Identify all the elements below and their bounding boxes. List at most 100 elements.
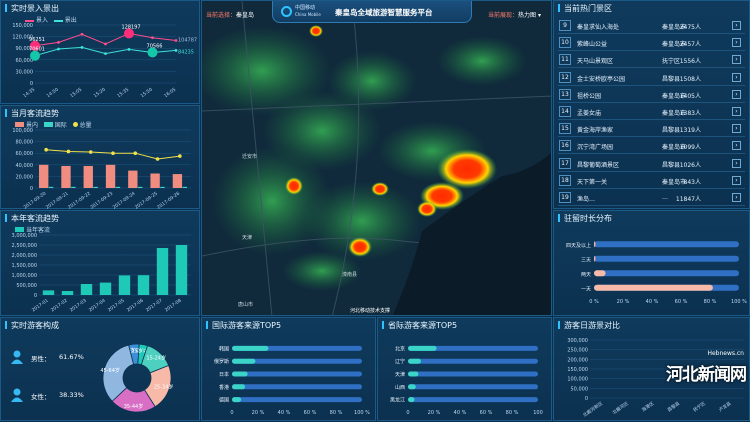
panel-stay-duration: 驻留时长分布 0 % 20 % 40 % 60 % 80 % 100 % 四天及以上 三天 两天…: [553, 210, 750, 316]
bar: [408, 371, 419, 377]
bar: [137, 275, 150, 295]
list-item[interactable]: 16 沉宁湾广场园 秦皇岛市 1099人 ›: [558, 137, 745, 155]
list-item[interactable]: 14 孟姜女庙 秦皇岛市 1383人 ›: [558, 103, 745, 120]
x-tick-label: 60 %: [480, 410, 493, 416]
list-item[interactable]: 15 黄金海岸渔家 昌黎县 1319人 ›: [558, 120, 745, 138]
list-item[interactable]: 19 渔岛… … 11847人 ›: [558, 189, 745, 206]
heatmap[interactable]: [202, 1, 552, 316]
list-item[interactable]: 13 祖桥公园 秦皇岛市 1405人 ›: [558, 86, 745, 103]
hotspot-changli[interactable]: [371, 182, 389, 196]
hotspot-luannan[interactable]: [348, 237, 372, 257]
x-tick-label: 15:05: [69, 87, 83, 99]
y-tick-label: 300,000: [567, 338, 588, 344]
hotspot-tangshan[interactable]: [309, 25, 323, 37]
legend-swatch: [72, 122, 78, 127]
chevron-right-icon[interactable]: ›: [732, 193, 741, 202]
chevron-right-icon[interactable]: ›: [732, 72, 741, 82]
list-item[interactable]: 9 秦皇求仙入海处 秦皇岛市 2475人 ›: [558, 17, 745, 34]
bar: [232, 358, 256, 364]
chevron-right-icon[interactable]: ›: [732, 89, 741, 99]
x-tick-label: 2017-08: [164, 298, 183, 314]
bar: [172, 174, 183, 188]
panel-title: 省际游客来源TOP5: [382, 320, 457, 331]
spot-name: 昌黎葡萄酒景区: [577, 161, 620, 169]
current-selection-label: 当前选择：: [206, 12, 237, 19]
list-item[interactable]: 11 天马山景观区 抚宁区 1556人 ›: [558, 51, 745, 69]
data-point: [174, 49, 178, 52]
bar: [150, 173, 160, 188]
chevron-right-icon[interactable]: ›: [732, 55, 741, 65]
bar-track: [408, 345, 538, 351]
chevron-right-icon[interactable]: ›: [732, 175, 741, 185]
chevron-right-icon[interactable]: ›: [732, 107, 741, 116]
map-panel[interactable]: 中国移动 China Mobile 秦皇岛全域旅游智慧服务平台 当前选择：秦皇岛…: [201, 0, 552, 316]
y-tick-label: 0: [30, 186, 33, 192]
map-label-luannan: 滦南县: [342, 272, 358, 278]
x-tick-label: 2017-06: [126, 298, 145, 314]
x-tick-label: 100 %: [731, 299, 747, 305]
hotspot-qinhuangdao[interactable]: [437, 149, 497, 189]
list-item[interactable]: 12 金士安桥欧亭公园 昌黎县 1508人 ›: [558, 69, 745, 86]
x-tick-label: 2017-09-22: [67, 191, 92, 210]
chevron-right-icon[interactable]: ›: [732, 158, 741, 168]
bar: [408, 384, 416, 390]
spot-area: 秦皇岛市: [662, 41, 687, 49]
panel-hot-scenic-spots: 当前热门景区 9 秦皇求仙入海处 秦皇岛市 2475人 › 10 紫峰山公益 秦皇岛市 2457…: [553, 0, 750, 209]
x-tick-label: 北戴河新区: [582, 400, 605, 419]
legend-swatch: [15, 227, 24, 232]
rank-badge: 19: [559, 192, 571, 203]
spot-name: 天马山景观区: [577, 58, 614, 66]
bar: [232, 384, 245, 390]
panel-visitor-comparison: 游客日游景对比 300,000 250,000 200,000 150,000 100,…: [553, 317, 750, 421]
brand-en: China Mobile: [295, 12, 321, 17]
current-selection[interactable]: 当前选择：秦皇岛: [206, 10, 254, 19]
y-tick-label: 30,000: [16, 69, 34, 75]
category-label: 辽宁: [395, 358, 405, 365]
bar: [175, 245, 188, 295]
spot-area: 秦皇岛市: [662, 110, 687, 117]
hotspot-coast[interactable]: [417, 201, 437, 217]
bar-track: [232, 384, 362, 390]
x-tick-label: 80 %: [704, 299, 717, 305]
panel-title: 本年客流趋势: [5, 213, 59, 224]
slice-label: 15-24岁: [146, 355, 166, 362]
rank-badge: 18: [559, 174, 571, 186]
y-tick-label: 500,000: [16, 283, 37, 289]
y-tick-label: 100,000: [567, 377, 588, 383]
x-tick-label: 2017-09-25: [134, 191, 159, 210]
bar: [156, 248, 169, 295]
category-label: 香港: [219, 384, 229, 391]
chevron-right-icon[interactable]: ›: [732, 38, 741, 48]
x-tick-label: 2017-09-26: [156, 191, 181, 210]
spot-count: 2457人: [679, 41, 701, 49]
data-point: [111, 151, 115, 155]
spot-name: 紫峰山公益: [577, 41, 608, 49]
chevron-right-icon[interactable]: ›: [732, 141, 741, 151]
y-tick-label: 1,000,000: [12, 273, 37, 279]
y-tick-label: 120,000: [12, 35, 33, 41]
chevron-right-icon[interactable]: ›: [732, 124, 741, 134]
x-tick-label: 60 %: [304, 410, 317, 416]
bar: [408, 345, 437, 351]
slice-label: 45-64岁: [100, 367, 120, 374]
female-label: 女性：: [31, 393, 51, 401]
chevron-right-icon[interactable]: ›: [732, 21, 741, 30]
legend-label: 景出: [64, 17, 77, 24]
list-item[interactable]: 10 紫峰山公益 秦皇岛市 2457人 ›: [558, 34, 745, 52]
spot-count: 1508人: [679, 75, 701, 83]
category-label: 俄罗斯: [214, 358, 229, 365]
category-label: 四天及以上: [566, 242, 591, 249]
bar: [594, 255, 596, 262]
y-tick-label: 3,000,000: [12, 233, 37, 239]
data-label-bubble: [30, 40, 40, 51]
hotspot-qianan[interactable]: [285, 177, 303, 195]
list-item[interactable]: 17 昌黎葡萄酒景区 昌黎县 1026人 ›: [558, 155, 745, 172]
list-item[interactable]: 18 天下第一关 秦皇岛市 843人 ›: [558, 172, 745, 189]
bar: [118, 275, 131, 295]
current-display[interactable]: 当前展现：热力图 ▾: [488, 10, 541, 19]
spot-area: 昌黎县: [662, 161, 681, 169]
y-tick-label: 0: [30, 81, 33, 87]
spot-area: 昌黎县: [662, 127, 681, 135]
x-tick-label: 0: [230, 410, 233, 416]
current-selection-value: 秦皇岛: [236, 12, 255, 19]
